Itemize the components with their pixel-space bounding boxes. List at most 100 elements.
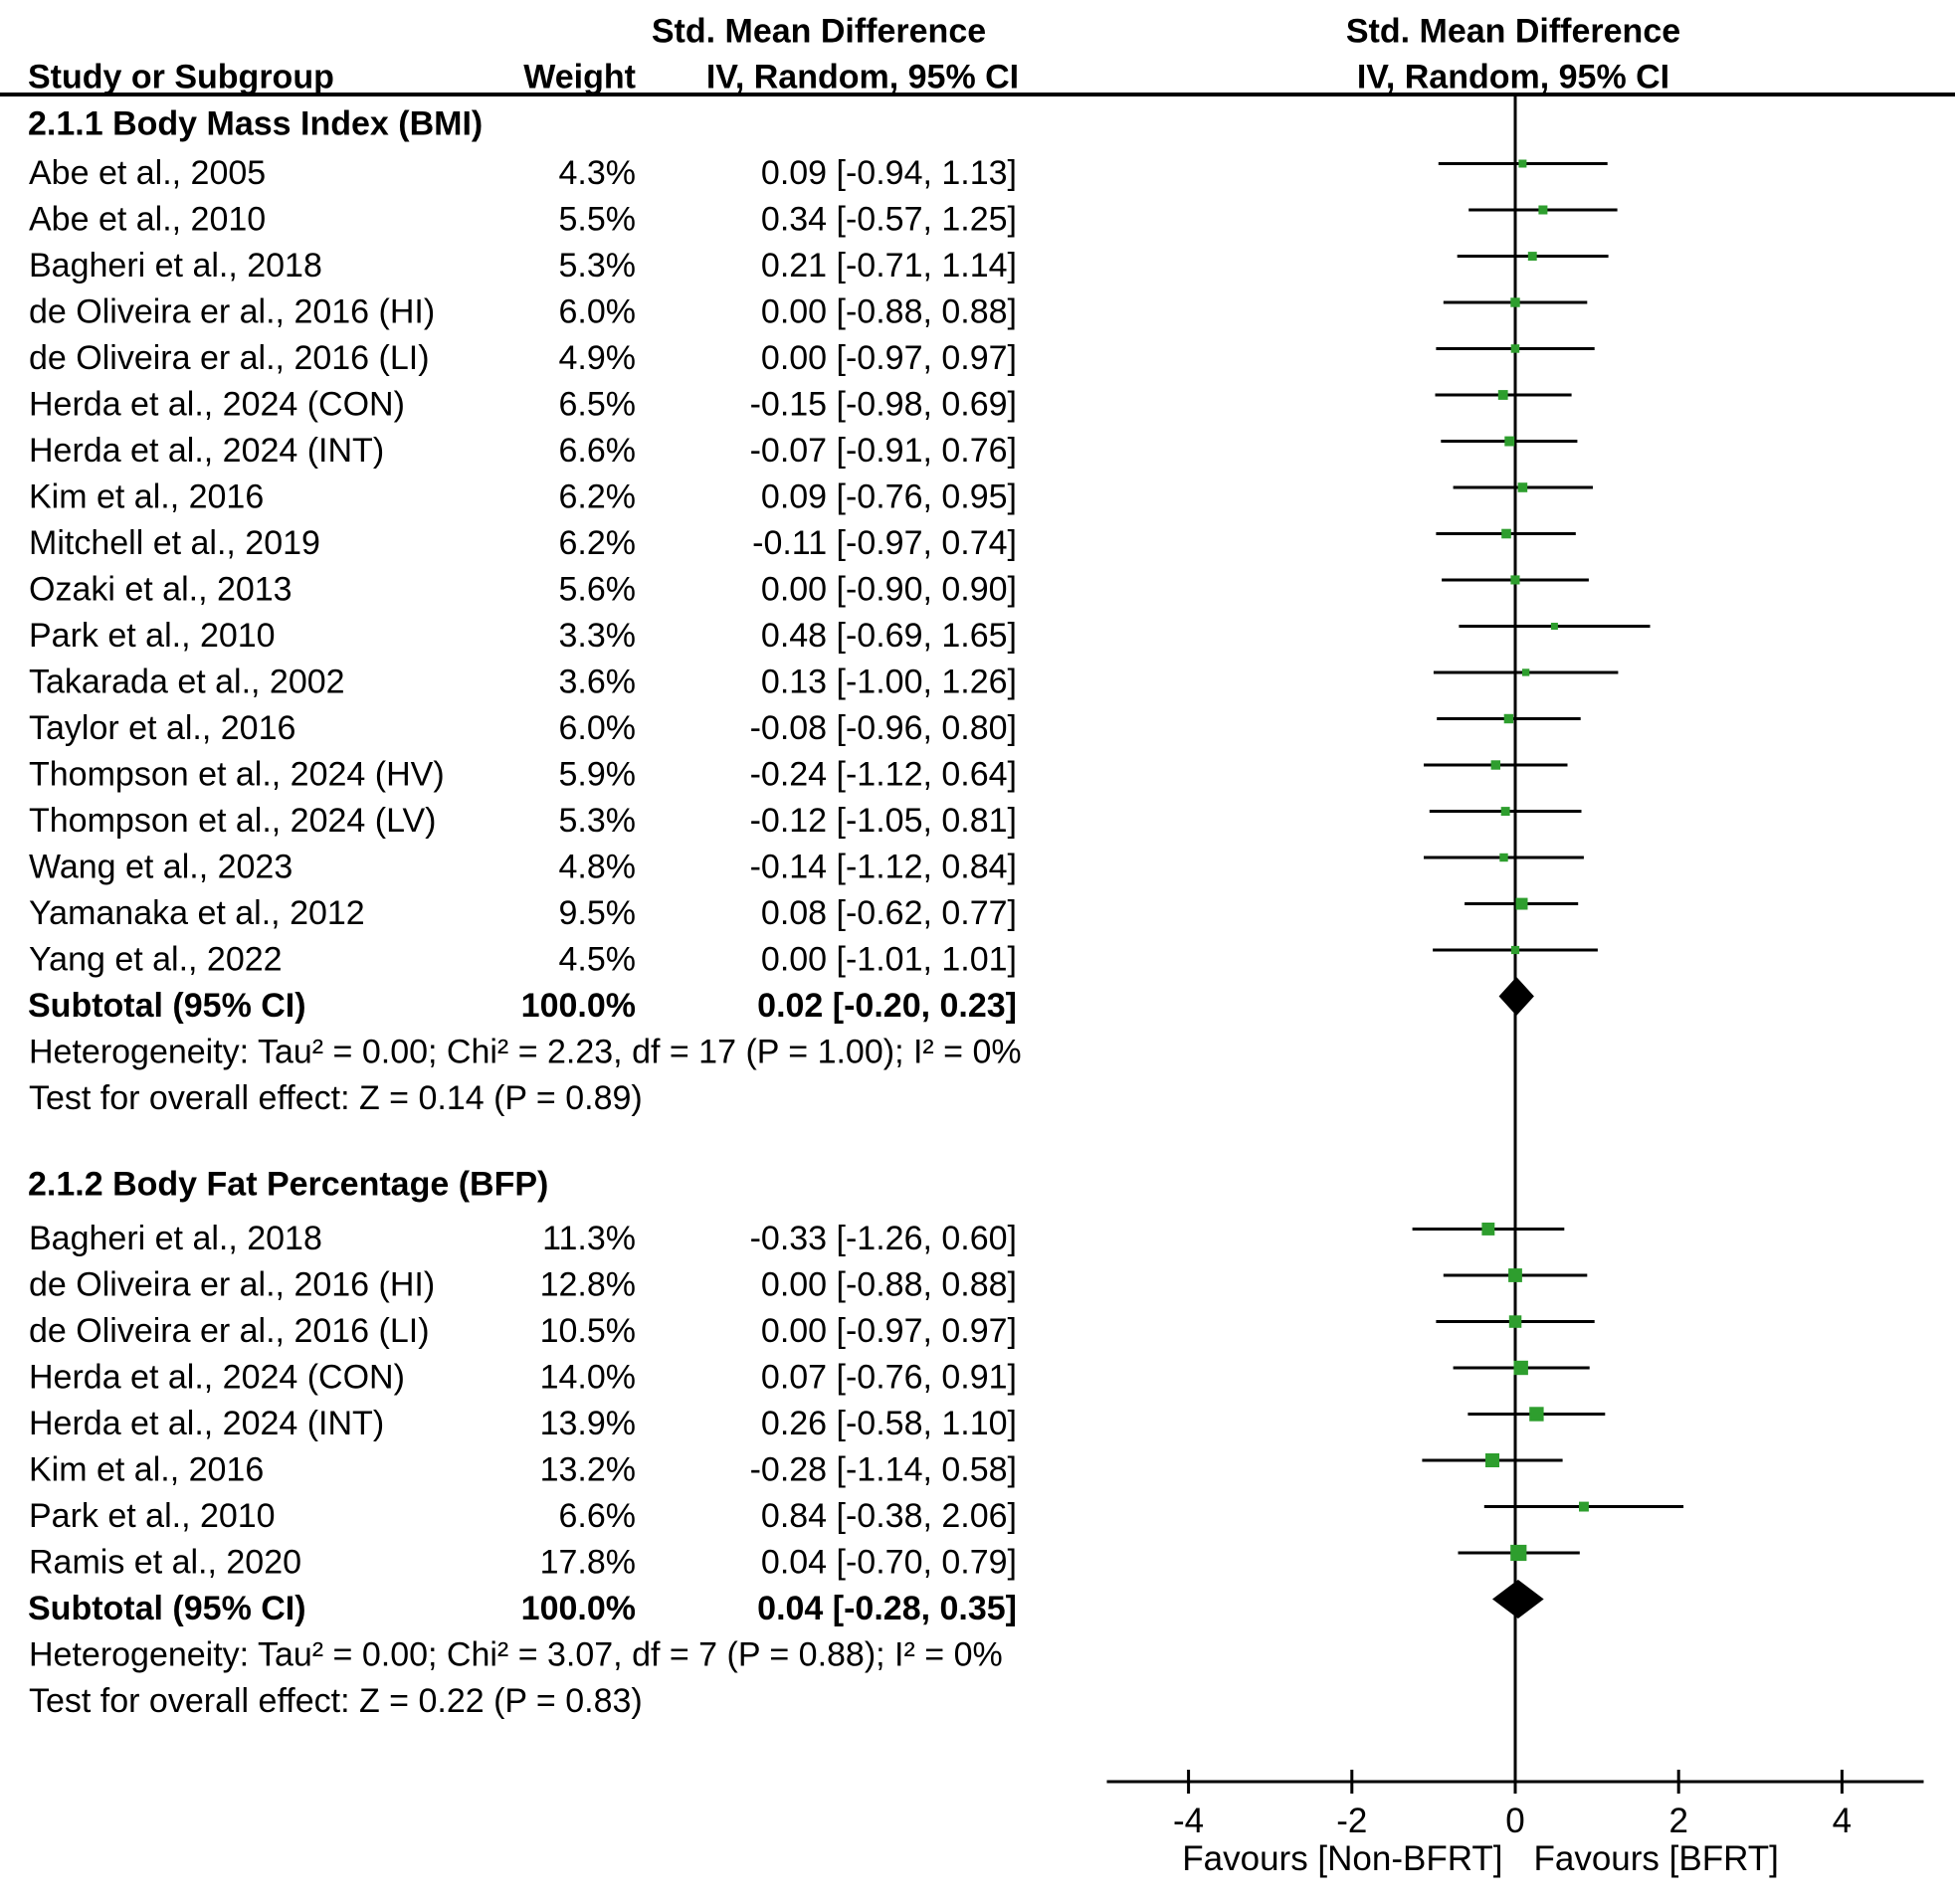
svg-text:de Oliveira er al., 2016 (LI): de Oliveira er al., 2016 (LI)	[29, 339, 430, 377]
svg-text:0.84 [-0.38, 2.06]: 0.84 [-0.38, 2.06]	[761, 1497, 1017, 1535]
svg-text:Kim et al., 2016: Kim et al., 2016	[29, 478, 264, 516]
svg-text:6.5%: 6.5%	[559, 386, 637, 424]
svg-text:13.9%: 13.9%	[540, 1405, 636, 1442]
svg-text:12.8%: 12.8%	[540, 1266, 636, 1304]
svg-text:Study or Subgroup: Study or Subgroup	[28, 59, 334, 96]
svg-text:0.00 [-0.97, 0.97]: 0.00 [-0.97, 0.97]	[761, 1312, 1017, 1350]
svg-text:Abe et al., 2005: Abe et al., 2005	[29, 154, 266, 192]
svg-text:Bagheri et al., 2018: Bagheri et al., 2018	[29, 247, 322, 285]
svg-text:Heterogeneity: Tau² = 0.00; Ch: Heterogeneity: Tau² = 0.00; Chi² = 3.07,…	[29, 1636, 1003, 1674]
svg-text:-4: -4	[1173, 1802, 1204, 1840]
svg-text:6.0%: 6.0%	[559, 293, 637, 331]
svg-text:4.3%: 4.3%	[559, 154, 637, 192]
svg-text:9.5%: 9.5%	[559, 894, 637, 932]
svg-text:0.34 [-0.57, 1.25]: 0.34 [-0.57, 1.25]	[761, 201, 1017, 239]
svg-text:5.6%: 5.6%	[559, 571, 637, 609]
svg-text:0.02 [-0.20, 0.23]: 0.02 [-0.20, 0.23]	[757, 987, 1017, 1025]
svg-text:6.0%: 6.0%	[559, 709, 637, 747]
svg-text:-0.24 [-1.12, 0.64]: -0.24 [-1.12, 0.64]	[750, 756, 1017, 794]
svg-text:-0.07 [-0.91, 0.76]: -0.07 [-0.91, 0.76]	[750, 432, 1017, 470]
svg-text:14.0%: 14.0%	[540, 1359, 636, 1397]
svg-text:-0.11 [-0.97, 0.74]: -0.11 [-0.97, 0.74]	[752, 524, 1017, 562]
svg-text:4.9%: 4.9%	[559, 339, 637, 377]
svg-text:10.5%: 10.5%	[540, 1312, 636, 1350]
svg-text:Park et al., 2010: Park et al., 2010	[29, 617, 276, 655]
svg-text:Ramis et al., 2020: Ramis et al., 2020	[29, 1544, 301, 1582]
svg-text:Subtotal (95% CI): Subtotal (95% CI)	[28, 987, 306, 1025]
svg-text:Wang et al., 2023: Wang et al., 2023	[29, 849, 293, 886]
svg-text:6.6%: 6.6%	[559, 432, 637, 470]
svg-text:0.26 [-0.58, 1.10]: 0.26 [-0.58, 1.10]	[761, 1405, 1017, 1442]
svg-text:6.2%: 6.2%	[559, 524, 637, 562]
svg-text:3.3%: 3.3%	[559, 617, 637, 655]
svg-text:6.6%: 6.6%	[559, 1497, 637, 1535]
svg-text:-0.08 [-0.96, 0.80]: -0.08 [-0.96, 0.80]	[750, 709, 1017, 747]
svg-text:Ozaki et al., 2013: Ozaki et al., 2013	[29, 571, 293, 609]
svg-text:Thompson et al., 2024 (LV): Thompson et al., 2024 (LV)	[29, 802, 436, 840]
svg-text:Std. Mean Difference: Std. Mean Difference	[1346, 13, 1680, 51]
svg-text:Bagheri et al., 2018: Bagheri et al., 2018	[29, 1220, 322, 1257]
svg-text:Herda et al., 2024 (INT): Herda et al., 2024 (INT)	[29, 432, 384, 470]
svg-text:Test for overall effect: Z = 0: Test for overall effect: Z = 0.14 (P = 0…	[29, 1079, 643, 1117]
svg-text:de Oliveira er al., 2016 (HI): de Oliveira er al., 2016 (HI)	[29, 293, 435, 331]
svg-text:de Oliveira er al., 2016 (LI): de Oliveira er al., 2016 (LI)	[29, 1312, 430, 1350]
svg-text:17.8%: 17.8%	[540, 1544, 636, 1582]
svg-text:0.08 [-0.62, 0.77]: 0.08 [-0.62, 0.77]	[761, 894, 1017, 932]
svg-text:0.09 [-0.94, 1.13]: 0.09 [-0.94, 1.13]	[761, 154, 1017, 192]
svg-text:Mitchell et al., 2019: Mitchell et al., 2019	[29, 524, 320, 562]
svg-text:0.00 [-0.88, 0.88]: 0.00 [-0.88, 0.88]	[761, 293, 1017, 331]
svg-text:0.00 [-1.01, 1.01]: 0.00 [-1.01, 1.01]	[761, 941, 1017, 979]
svg-text:Herda et al., 2024 (CON): Herda et al., 2024 (CON)	[29, 1359, 405, 1397]
svg-text:2.1.2 Body Fat Percentage (BFP: 2.1.2 Body Fat Percentage (BFP)	[28, 1166, 548, 1204]
svg-text:Takarada et al., 2002: Takarada et al., 2002	[29, 664, 345, 701]
svg-text:6.2%: 6.2%	[559, 478, 637, 516]
svg-text:Herda et al., 2024 (INT): Herda et al., 2024 (INT)	[29, 1405, 384, 1442]
svg-text:-0.12 [-1.05, 0.81]: -0.12 [-1.05, 0.81]	[750, 802, 1017, 840]
svg-text:3.6%: 3.6%	[559, 664, 637, 701]
svg-text:Weight: Weight	[523, 59, 636, 96]
svg-text:Abe et al., 2010: Abe et al., 2010	[29, 201, 266, 239]
svg-text:0.04 [-0.70, 0.79]: 0.04 [-0.70, 0.79]	[761, 1544, 1017, 1582]
svg-text:0.04 [-0.28, 0.35]: 0.04 [-0.28, 0.35]	[757, 1590, 1017, 1627]
svg-text:5.3%: 5.3%	[559, 247, 637, 285]
svg-text:Herda et al., 2024 (CON): Herda et al., 2024 (CON)	[29, 386, 405, 424]
svg-text:-0.15 [-0.98, 0.69]: -0.15 [-0.98, 0.69]	[750, 386, 1017, 424]
svg-text:0.07 [-0.76, 0.91]: 0.07 [-0.76, 0.91]	[761, 1359, 1017, 1397]
svg-text:Favours [Non-BFRT]: Favours [Non-BFRT]	[1182, 1839, 1502, 1878]
svg-text:Test for overall effect: Z = 0: Test for overall effect: Z = 0.22 (P = 0…	[29, 1682, 643, 1720]
svg-text:Heterogeneity: Tau² = 0.00; Ch: Heterogeneity: Tau² = 0.00; Chi² = 2.23,…	[29, 1034, 1022, 1071]
svg-text:-0.33 [-1.26, 0.60]: -0.33 [-1.26, 0.60]	[750, 1220, 1017, 1257]
svg-text:0.13 [-1.00, 1.26]: 0.13 [-1.00, 1.26]	[761, 664, 1017, 701]
svg-text:11.3%: 11.3%	[542, 1220, 636, 1257]
svg-text:5.5%: 5.5%	[559, 201, 637, 239]
svg-text:4.5%: 4.5%	[559, 941, 637, 979]
svg-text:Taylor et al., 2016: Taylor et al., 2016	[29, 709, 295, 747]
svg-text:Favours [BFRT]: Favours [BFRT]	[1534, 1839, 1779, 1878]
svg-text:Kim et al., 2016: Kim et al., 2016	[29, 1451, 264, 1489]
svg-text:2.1.1 Body Mass Index (BMI): 2.1.1 Body Mass Index (BMI)	[28, 105, 483, 143]
svg-text:-0.28 [-1.14, 0.58]: -0.28 [-1.14, 0.58]	[750, 1451, 1017, 1489]
svg-text:IV, Random, 95% CI: IV, Random, 95% CI	[1357, 59, 1669, 96]
svg-text:0.21 [-0.71, 1.14]: 0.21 [-0.71, 1.14]	[761, 247, 1017, 285]
svg-text:-2: -2	[1336, 1802, 1367, 1840]
svg-text:5.9%: 5.9%	[559, 756, 637, 794]
svg-text:13.2%: 13.2%	[540, 1451, 636, 1489]
svg-text:0.00 [-0.88, 0.88]: 0.00 [-0.88, 0.88]	[761, 1266, 1017, 1304]
svg-text:0.48 [-0.69, 1.65]: 0.48 [-0.69, 1.65]	[761, 617, 1017, 655]
svg-text:Park et al., 2010: Park et al., 2010	[29, 1497, 276, 1535]
svg-text:4: 4	[1833, 1802, 1852, 1840]
svg-text:100.0%: 100.0%	[521, 1590, 636, 1627]
svg-text:0.00 [-0.90, 0.90]: 0.00 [-0.90, 0.90]	[761, 571, 1017, 609]
svg-text:2: 2	[1668, 1802, 1687, 1840]
svg-text:Yang et al., 2022: Yang et al., 2022	[29, 941, 283, 979]
svg-text:de Oliveira er al., 2016 (HI): de Oliveira er al., 2016 (HI)	[29, 1266, 435, 1304]
svg-text:4.8%: 4.8%	[559, 849, 637, 886]
svg-text:IV, Random, 95% CI: IV, Random, 95% CI	[706, 59, 1019, 96]
svg-text:0.09 [-0.76, 0.95]: 0.09 [-0.76, 0.95]	[761, 478, 1017, 516]
svg-text:100.0%: 100.0%	[521, 987, 636, 1025]
svg-text:Subtotal (95% CI): Subtotal (95% CI)	[28, 1590, 306, 1627]
svg-text:0: 0	[1505, 1802, 1524, 1840]
svg-text:Thompson et al., 2024 (HV): Thompson et al., 2024 (HV)	[29, 756, 445, 794]
svg-text:5.3%: 5.3%	[559, 802, 637, 840]
svg-text:Std. Mean Difference: Std. Mean Difference	[652, 13, 986, 51]
